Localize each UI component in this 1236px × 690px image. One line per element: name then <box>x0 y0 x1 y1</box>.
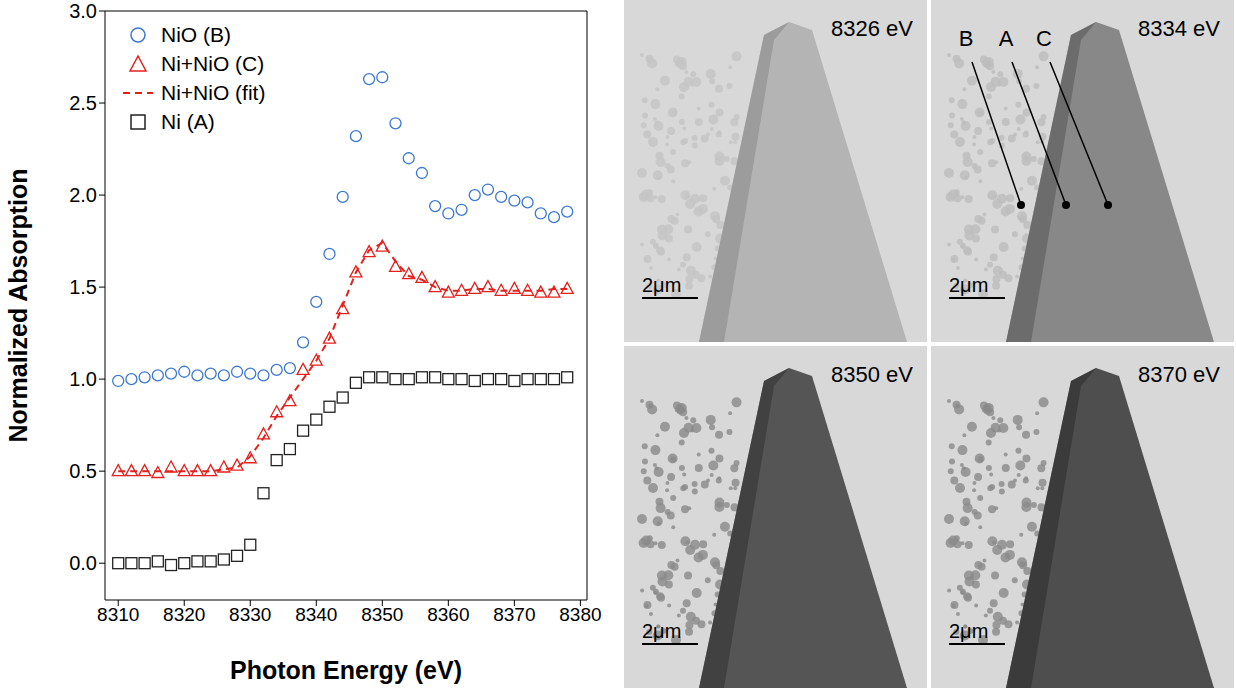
svg-text:8380: 8380 <box>559 604 601 625</box>
svg-text:2μm: 2μm <box>949 274 988 296</box>
svg-text:2μm: 2μm <box>949 620 988 642</box>
svg-text:Normalized Absorption: Normalized Absorption <box>4 168 32 442</box>
html-text:NiO (B): NiO (B) <box>161 22 231 46</box>
svg-text:8340: 8340 <box>295 604 337 625</box>
svg-text:Photon Energy (eV): Photon Energy (eV) <box>230 656 462 684</box>
svg-text:2.0: 2.0 <box>69 184 97 206</box>
html-text:Ni (A): Ni (A) <box>161 109 215 133</box>
svg-text:8334 eV: 8334 eV <box>1138 16 1220 41</box>
svg-text:2μm: 2μm <box>642 274 681 296</box>
svg-text:2.5: 2.5 <box>69 92 97 114</box>
svg-text:1.0: 1.0 <box>69 368 97 390</box>
svg-text:8360: 8360 <box>427 604 469 625</box>
html-text:Ni+NiO (fit): Ni+NiO (fit) <box>161 80 266 104</box>
svg-text:0.0: 0.0 <box>69 552 97 574</box>
svg-text:0.5: 0.5 <box>69 460 97 482</box>
svg-text:8370: 8370 <box>493 604 535 625</box>
svg-text:B: B <box>959 26 974 51</box>
svg-text:8330: 8330 <box>229 604 271 625</box>
svg-text:8370 eV: 8370 eV <box>1138 362 1220 387</box>
svg-text:A: A <box>999 26 1014 51</box>
svg-text:8320: 8320 <box>163 604 205 625</box>
svg-text:1.5: 1.5 <box>69 276 97 298</box>
html-text:Ni+NiO (C): Ni+NiO (C) <box>161 51 265 75</box>
svg-text:8350 eV: 8350 eV <box>831 362 913 387</box>
svg-text:8350: 8350 <box>361 604 403 625</box>
svg-text:8310: 8310 <box>97 604 139 625</box>
svg-text:C: C <box>1036 26 1052 51</box>
svg-text:3.0: 3.0 <box>69 0 97 22</box>
svg-text:2μm: 2μm <box>642 620 681 642</box>
svg-text:8326 eV: 8326 eV <box>831 16 913 41</box>
